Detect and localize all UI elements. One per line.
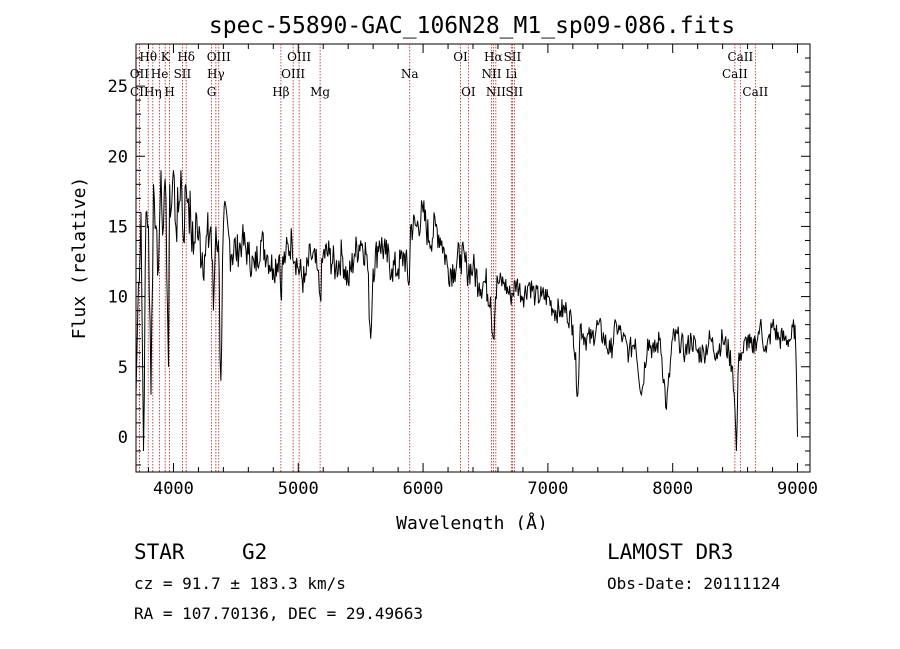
y-tick-label: 15 — [108, 217, 128, 237]
line-label: OII — [130, 67, 150, 81]
line-label: Mg — [310, 85, 330, 99]
line-label: SII — [504, 50, 522, 64]
observation-date: Obs-Date: 20111124 — [607, 574, 781, 593]
line-label: Hδ — [177, 50, 195, 64]
survey-name: LAMOST DR3 — [607, 540, 734, 564]
line-label: CaII — [742, 85, 768, 99]
spectrum-line — [135, 170, 798, 452]
line-label: Hθ — [139, 50, 157, 64]
line-label: He — [151, 67, 169, 81]
x-tick-label: 8000 — [652, 479, 693, 499]
line-label: OI — [453, 50, 468, 64]
line-label: OI — [461, 85, 476, 99]
line-label: G — [207, 85, 217, 99]
redshift-velocity: cz = 91.7 ± 183.3 km/s — [134, 574, 346, 593]
line-label: K — [161, 50, 171, 64]
line-label: Hβ — [272, 85, 289, 99]
line-label: Na — [401, 67, 419, 81]
spectrum-chart: spec-55890-GAC_106N28_M1_sp09-086.fits H… — [69, 13, 818, 530]
object-type: STAR — [134, 540, 185, 564]
line-label: CII — [130, 85, 149, 99]
line-label: H — [164, 85, 174, 99]
line-label: NII — [486, 85, 506, 99]
x-tick-label: 4000 — [153, 479, 194, 499]
line-label: OIII — [207, 50, 231, 64]
x-tick-label: 5000 — [278, 479, 319, 499]
line-label: NII — [481, 67, 501, 81]
x-axis-label: Wavelength (Å) — [396, 512, 548, 530]
line-label: SII — [174, 67, 192, 81]
line-label: Li — [505, 67, 517, 81]
line-label: Hγ — [207, 67, 225, 81]
coordinates: RA = 107.70136, DEC = 29.49663 — [134, 604, 423, 623]
line-label: OIII — [281, 67, 305, 81]
x-tick-label: 7000 — [527, 479, 568, 499]
axis-ticks: 4000 5000 6000 7000 8000 9000 0 5 10 15 20 25 — [108, 44, 818, 499]
y-axis-label: Flux (relative) — [69, 177, 90, 340]
line-label: Hα — [484, 50, 503, 64]
line-label: OIII — [287, 50, 311, 64]
line-label: CaII — [722, 67, 748, 81]
y-tick-label: 20 — [108, 147, 128, 167]
y-tick-label: 25 — [108, 77, 128, 97]
y-tick-label: 5 — [118, 358, 128, 378]
y-tick-label: 10 — [108, 288, 128, 308]
line-label: CaII — [727, 50, 753, 64]
x-tick-label: 9000 — [777, 479, 818, 499]
chart-title: spec-55890-GAC_106N28_M1_sp09-086.fits — [209, 13, 735, 39]
x-tick-label: 6000 — [403, 479, 444, 499]
line-label: SII — [505, 85, 523, 99]
y-tick-label: 0 — [118, 428, 128, 448]
subclass: G2 — [242, 540, 268, 564]
line-label: Hη — [144, 85, 162, 99]
